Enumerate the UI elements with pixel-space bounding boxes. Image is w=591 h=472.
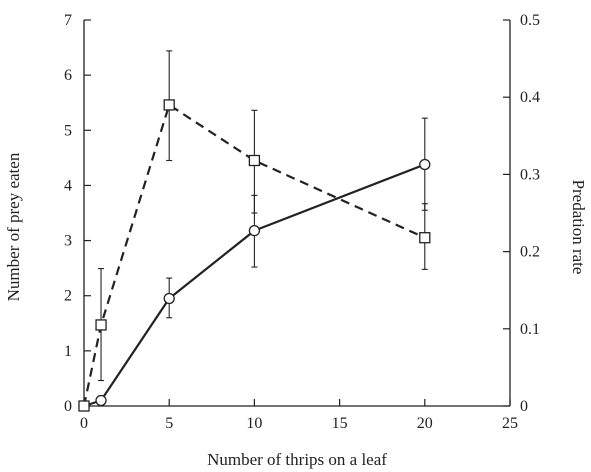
- predation-rate-series: [78, 50, 431, 412]
- data-point: [163, 99, 175, 111]
- x-tick-label: 5: [165, 415, 173, 432]
- right-y-tick-label: 0.1: [520, 321, 540, 338]
- right-y-tick-label: 0.2: [520, 244, 540, 261]
- left-y-axis-title: Number of prey eaten: [4, 152, 23, 301]
- left-y-tick-label: 4: [64, 177, 72, 194]
- left-y-tick-label: 1: [64, 343, 72, 360]
- data-point: [95, 394, 107, 407]
- x-tick-label: 10: [246, 415, 262, 432]
- data-point: [419, 158, 431, 171]
- x-tick-label: 25: [502, 415, 518, 432]
- data-point: [248, 154, 261, 167]
- prey-eaten-series: [78, 117, 431, 412]
- x-axis-title: Number of thrips on a leaf: [207, 450, 387, 469]
- left-y-tick-label: 0: [64, 398, 72, 415]
- data-point: [163, 292, 175, 305]
- x-tick-label: 15: [332, 415, 348, 432]
- data-point: [419, 232, 431, 244]
- right-y-tick-label: 0.3: [520, 166, 540, 183]
- data-point: [95, 319, 107, 331]
- chart-series: [78, 50, 431, 412]
- data-point: [78, 400, 90, 412]
- right-y-axis-title: Predation rate: [569, 180, 588, 275]
- left-y-tick-label: 7: [64, 12, 72, 29]
- left-y-tick-label: 5: [64, 122, 72, 139]
- right-y-tick-label: 0.4: [520, 89, 540, 106]
- x-tick-label: 20: [417, 415, 433, 432]
- data-point: [248, 224, 261, 237]
- left-y-tick-label: 3: [64, 233, 72, 250]
- left-y-tick-label: 6: [64, 67, 72, 84]
- left-y-tick-label: 2: [64, 288, 72, 305]
- x-tick-label: 0: [80, 415, 88, 432]
- right-y-tick-label: 0.5: [520, 12, 540, 29]
- right-y-tick-label: 0: [520, 398, 528, 415]
